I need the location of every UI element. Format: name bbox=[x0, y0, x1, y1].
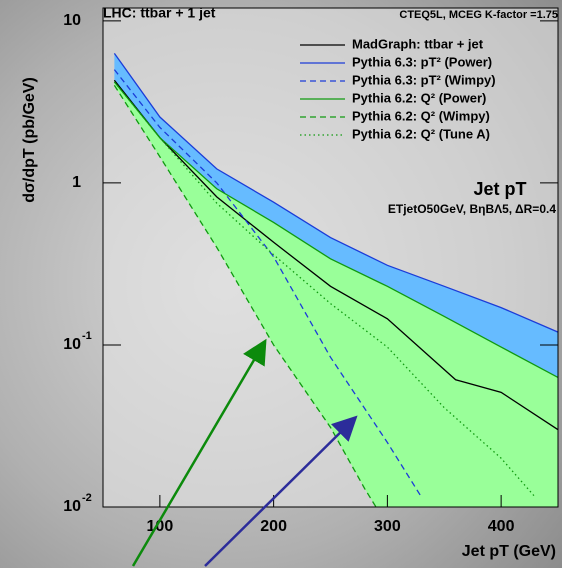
y-tick-label: 10 bbox=[63, 12, 81, 29]
legend-label: Pythia 6.2: Q² (Tune A) bbox=[352, 126, 490, 141]
chart-title: LHC: ttbar + 1 jet bbox=[103, 5, 216, 21]
subtitle: CTEQ5L, MCEG K-factor =1.75 bbox=[399, 9, 558, 21]
y-tick-label: 1 bbox=[72, 174, 81, 191]
x-tick-label: 400 bbox=[488, 518, 515, 535]
legend-label: Pythia 6.3: pT² (Power) bbox=[352, 54, 492, 69]
y-tick-label: 10 bbox=[63, 336, 81, 353]
x-tick-label: 300 bbox=[374, 518, 401, 535]
chart: MadGraph: ttbar + jet Pythia 6.3: pT² (Po… bbox=[0, 0, 562, 568]
annotation: Jet pT bbox=[473, 179, 526, 199]
annotation: ETjetO50GeV, BηBΛ5, ΔR=0.4 bbox=[388, 202, 556, 216]
legend-label: Pythia 6.3: pT² (Wimpy) bbox=[352, 72, 496, 87]
y-axis-label: dσ/dpT (pb/GeV) bbox=[21, 77, 38, 203]
y-tick-exponent: -1 bbox=[82, 330, 92, 342]
legend-label: MadGraph: ttbar + jet bbox=[352, 36, 484, 51]
x-tick-label: 200 bbox=[260, 518, 287, 535]
y-tick-exponent: -2 bbox=[82, 492, 92, 504]
legend-label: Pythia 6.2: Q² (Wimpy) bbox=[352, 108, 490, 123]
x-axis-label: Jet pT (GeV) bbox=[462, 543, 556, 560]
legend-label: Pythia 6.2: Q² (Power) bbox=[352, 90, 486, 105]
y-tick-label: 10 bbox=[63, 498, 81, 515]
